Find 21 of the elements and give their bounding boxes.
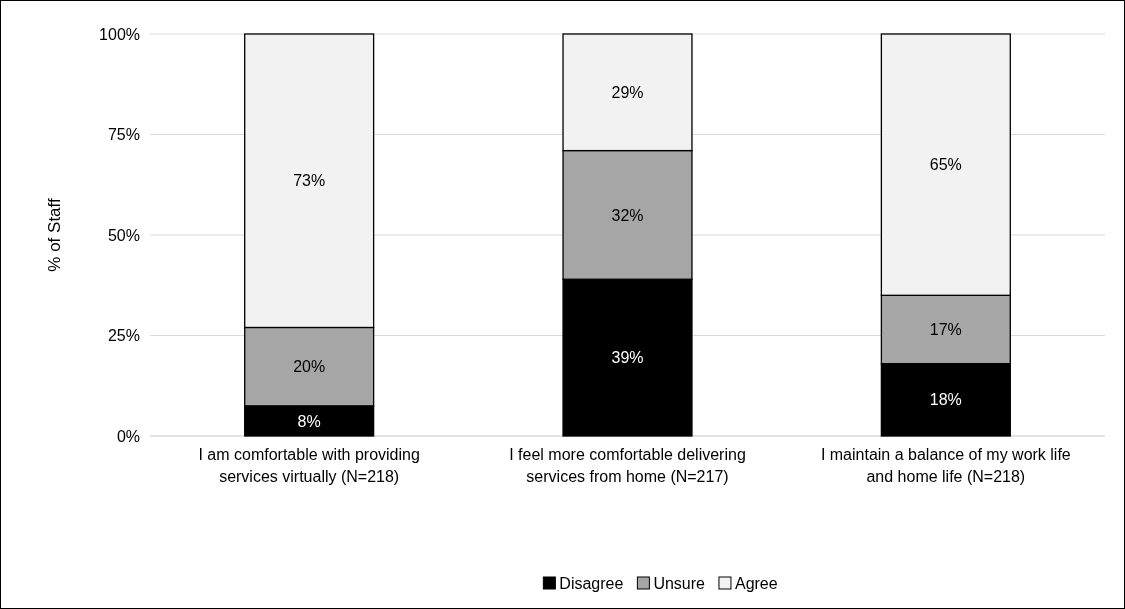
y-tick-label: 0% <box>116 427 140 445</box>
legend-label: Unsure <box>653 574 706 592</box>
data-label: 39% <box>611 349 644 367</box>
y-tick-label: 25% <box>107 327 140 345</box>
data-label: 17% <box>929 321 962 339</box>
y-tick-label: 100% <box>99 25 140 43</box>
legend-label: Agree <box>734 574 778 592</box>
x-tick-label: I maintain a balance of my work life and home life (N=218) <box>820 446 1071 485</box>
data-label: 65% <box>929 156 962 174</box>
x-tick-label: I feel more comfortable delivering services from home (N=217) <box>509 446 746 485</box>
data-label: 29% <box>611 83 644 101</box>
data-label: 20% <box>293 358 326 376</box>
legend-label: Disagree <box>559 574 624 592</box>
y-tick-label: 50% <box>107 226 140 244</box>
y-tick-label: 75% <box>107 126 140 144</box>
data-label: 18% <box>929 391 962 409</box>
data-label: 32% <box>611 206 644 224</box>
data-label: 8% <box>297 412 321 430</box>
x-tick-label: I am comfortable with providing services virtually (N=218) <box>198 446 420 485</box>
y-axis-title: % of Staff <box>45 198 64 272</box>
data-label: 73% <box>293 172 326 190</box>
